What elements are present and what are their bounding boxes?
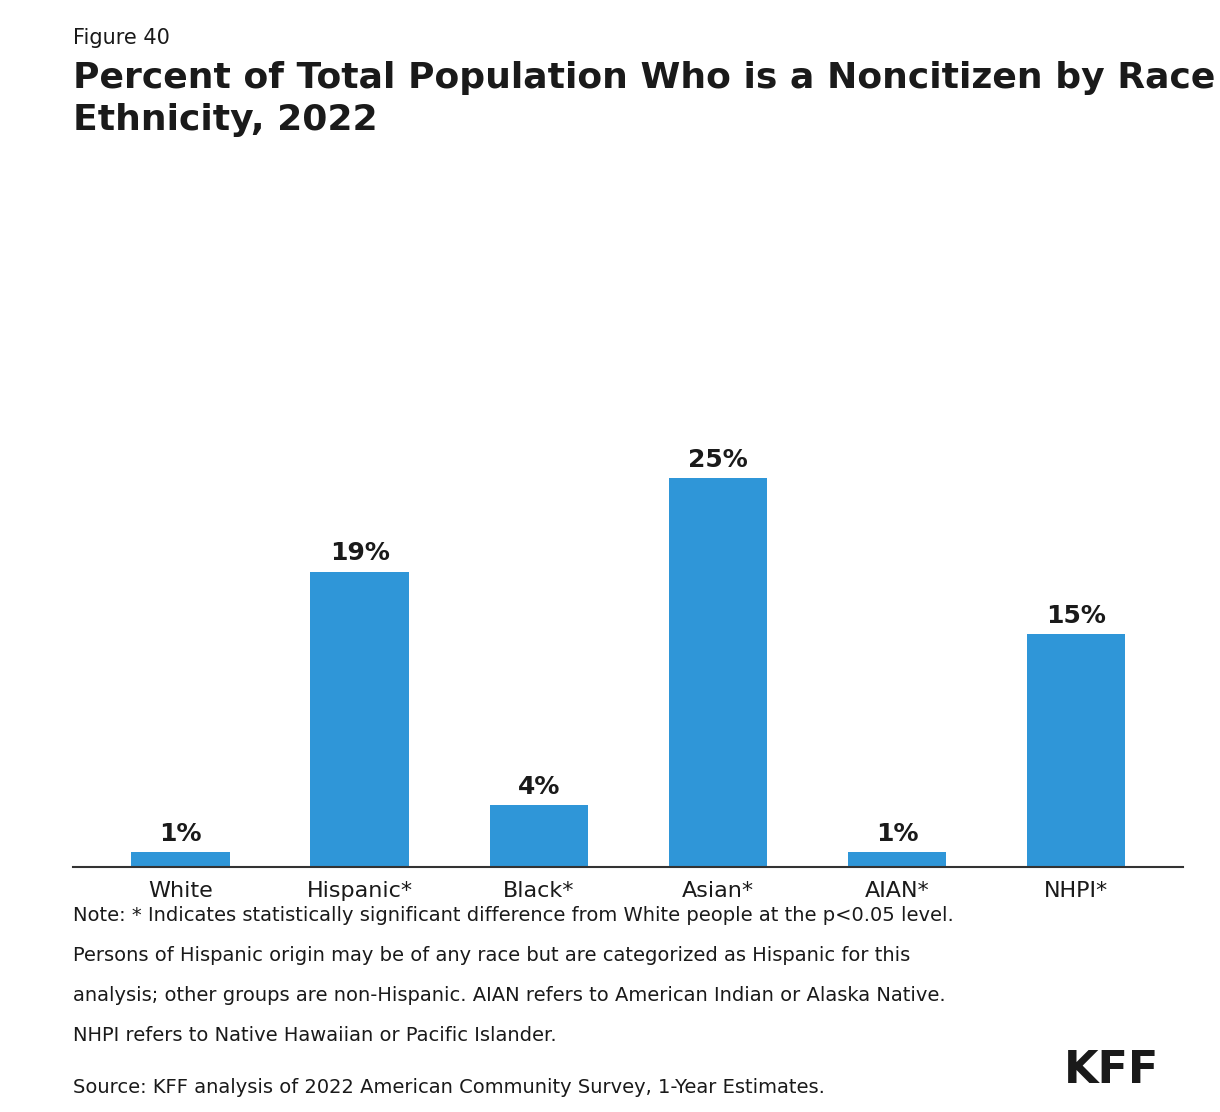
Bar: [669, 478, 767, 867]
Bar: [1027, 634, 1125, 867]
Text: Percent of Total Population Who is a Noncitizen by Race and
Ethnicity, 2022: Percent of Total Population Who is a Non…: [73, 61, 1220, 137]
Bar: [132, 852, 229, 867]
Text: 1%: 1%: [876, 822, 919, 845]
Text: KFF: KFF: [1064, 1049, 1159, 1092]
Text: 15%: 15%: [1046, 604, 1105, 627]
Text: Source: KFF analysis of 2022 American Community Survey, 1-Year Estimates.: Source: KFF analysis of 2022 American Co…: [73, 1078, 825, 1096]
Bar: [848, 852, 947, 867]
Text: Note: * Indicates statistically significant difference from White people at the : Note: * Indicates statistically signific…: [73, 906, 954, 925]
Text: 25%: 25%: [688, 448, 748, 471]
Text: Persons of Hispanic origin may be of any race but are categorized as Hispanic fo: Persons of Hispanic origin may be of any…: [73, 946, 910, 965]
Bar: [310, 572, 409, 867]
Text: analysis; other groups are non-Hispanic. AIAN refers to American Indian or Alask: analysis; other groups are non-Hispanic.…: [73, 986, 946, 1005]
Text: 4%: 4%: [517, 775, 560, 798]
Text: 19%: 19%: [329, 542, 389, 565]
Bar: [489, 805, 588, 867]
Text: 1%: 1%: [160, 822, 201, 845]
Text: NHPI refers to Native Hawaiian or Pacific Islander.: NHPI refers to Native Hawaiian or Pacifi…: [73, 1026, 556, 1045]
Text: Figure 40: Figure 40: [73, 28, 170, 48]
